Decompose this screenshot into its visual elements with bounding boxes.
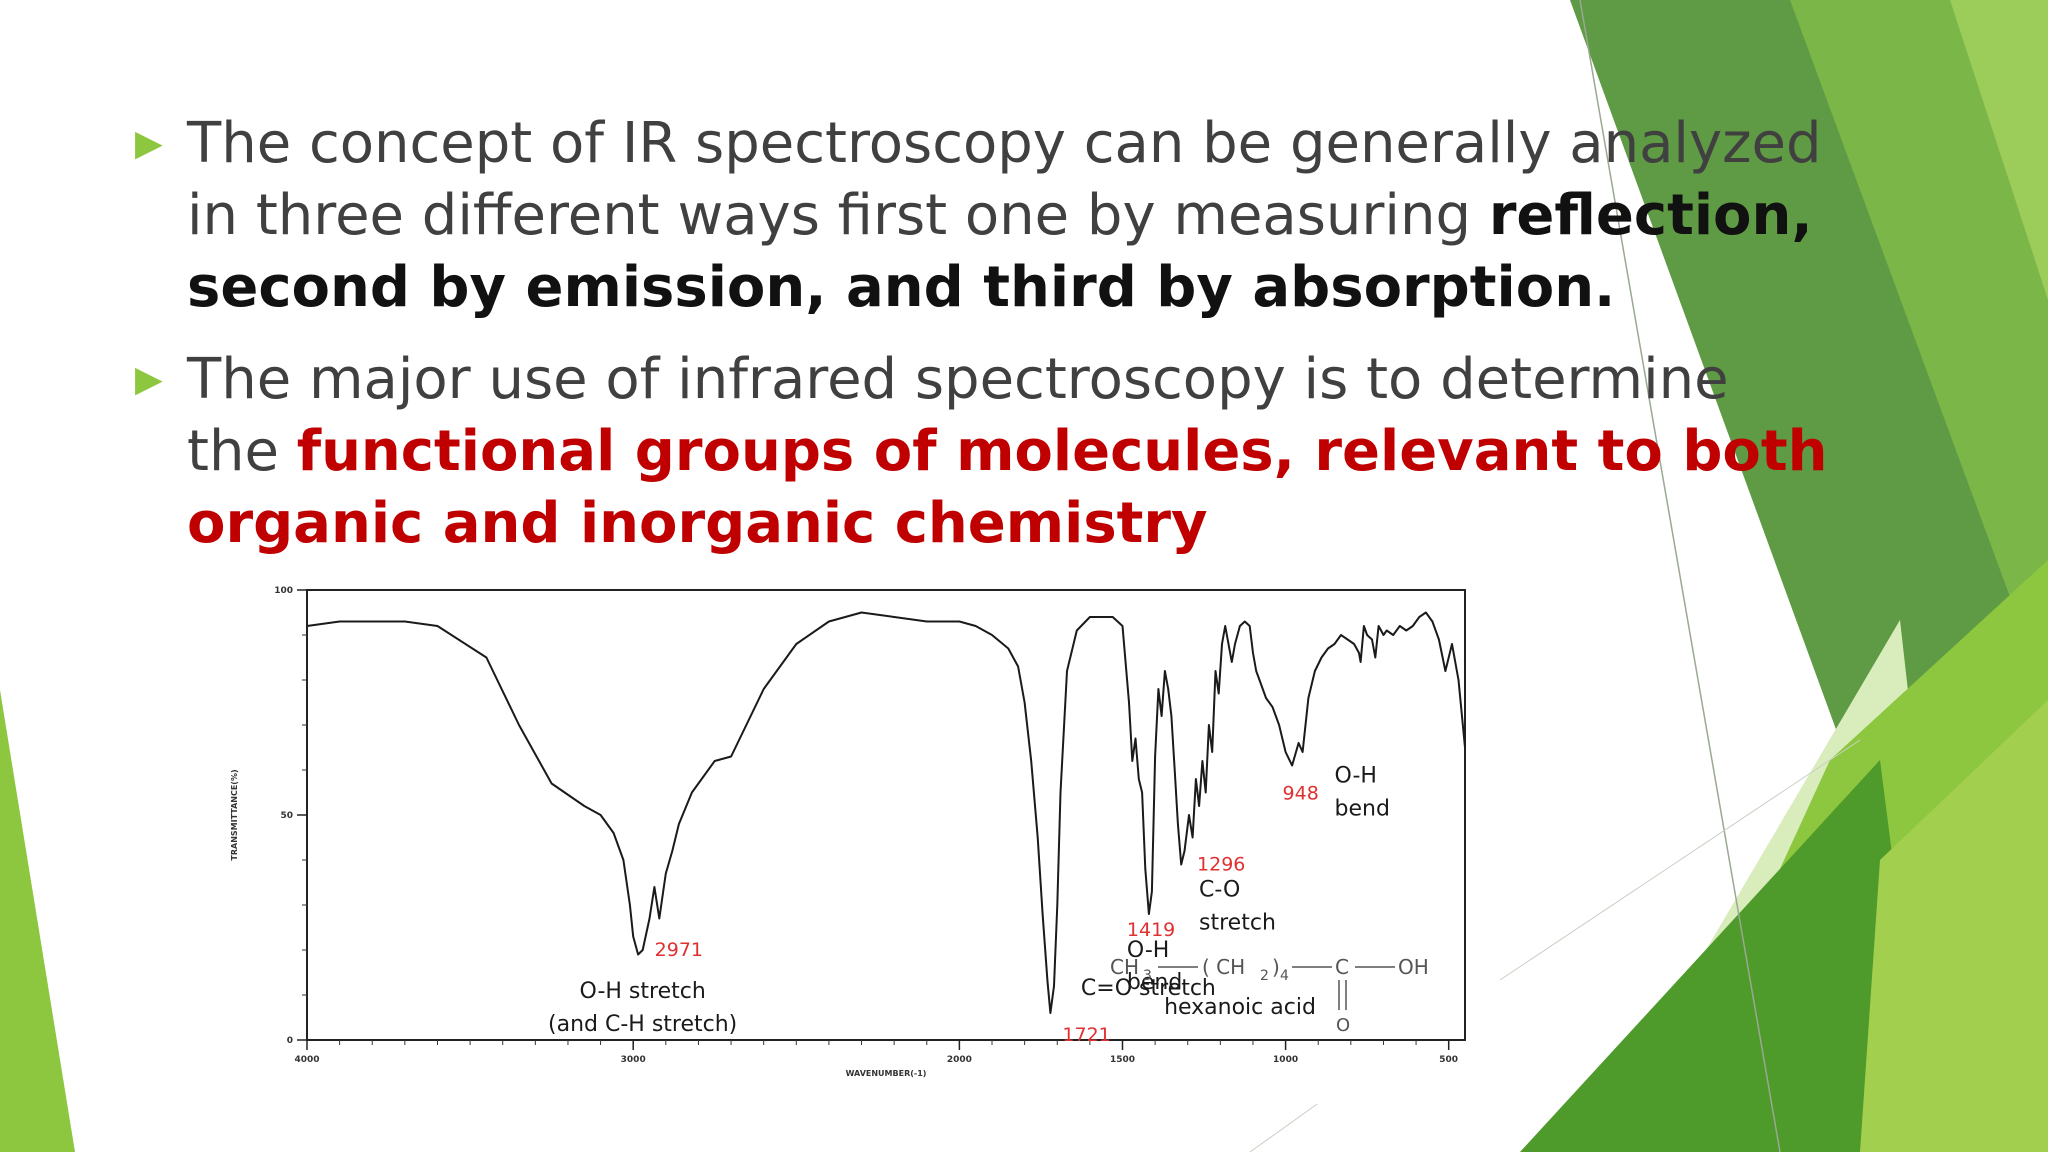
bullet-2-text: The major use of infrared spectroscopy i… — [187, 347, 1729, 484]
y-tick-label: 100 — [274, 586, 293, 596]
peak-description-label: stretch — [1199, 911, 1276, 936]
ir-spectrum-figure: 4000 3000 2000 1500 1000 500 100 50 0 WAVENUMBER(… — [210, 556, 1500, 1104]
x-tick-label: 1500 — [1110, 1055, 1135, 1065]
decor-shape-dark-bottom — [1520, 760, 1930, 1152]
molecule-oxygen: O — [1336, 1015, 1350, 1036]
molecule-ch2: ( CH — [1202, 955, 1245, 979]
x-tick-label: 3000 — [621, 1055, 646, 1065]
decor-triangle-left — [0, 690, 75, 1152]
decor-thin-line-2 — [1499, 739, 1861, 981]
peak-description-label: O-H — [1127, 938, 1169, 963]
ir-spectrum-chart: 4000 3000 2000 1500 1000 500100500WAVENUMBER(… — [230, 586, 1466, 1078]
molecule-sub4: 4 — [1280, 968, 1289, 984]
peak-description-label: bend — [1335, 797, 1390, 822]
peak-description-label: O-H — [1335, 764, 1377, 789]
molecule-oh: OH — [1398, 955, 1429, 979]
plot-frame — [306, 589, 1466, 1041]
bullet-list: ▶ The concept of IR spectroscopy can be … — [135, 108, 1835, 560]
decor-shape-yellow-green — [1860, 700, 2048, 1152]
bullet-arrow-icon: ▶ — [135, 123, 163, 164]
bullet-item-1: ▶ The concept of IR spectroscopy can be … — [135, 108, 1835, 324]
bullet-item-2: ▶ The major use of infrared spectroscopy… — [135, 344, 1835, 560]
bullet-arrow-icon: ▶ — [135, 359, 163, 400]
peak-description-label: C-O — [1199, 878, 1240, 903]
peak-description-label: (and C-H stretch) — [548, 1012, 737, 1037]
peak-value-label: 948 — [1283, 783, 1319, 805]
decor-shape-mid-green — [1790, 0, 2048, 700]
x-axis-label: WAVENUMBER(-1) — [846, 1069, 927, 1078]
x-tick-label: 2000 — [947, 1055, 972, 1065]
x-tick-label: 1000 — [1273, 1055, 1298, 1065]
peak-value-label: 2971 — [655, 939, 703, 961]
decor-shape-light-green — [1950, 0, 2048, 300]
molecule-ch3: CH — [1110, 955, 1139, 979]
bullet-2-red-text: functional groups of molecules, relevant… — [187, 419, 1828, 556]
peak-description-label: bend — [1127, 970, 1182, 995]
peak-description-label: C=O stretch — [1081, 976, 1216, 1001]
x-tick-label: 4000 — [294, 1055, 319, 1065]
spectrum-line — [306, 611, 1466, 1014]
peak-value-label: 1296 — [1197, 854, 1245, 876]
peak-value-label: 1419 — [1127, 919, 1175, 941]
y-axis-label: TRANSMITTANCE(%) — [230, 769, 239, 860]
molecule-carbon: C — [1335, 955, 1349, 979]
decor-thin-line — [1579, 0, 1781, 1152]
peak-description-label: O-H stretch — [580, 979, 706, 1004]
bullet-1-bold-text: reflection, second by emission, and thir… — [187, 183, 1813, 320]
bullet-1-text: The concept of IR spectroscopy can be ge… — [187, 111, 1822, 248]
molecule-sub2: 2 — [1260, 968, 1269, 984]
peak-value-label: 1721 — [1062, 1024, 1110, 1046]
x-tick-label: 500 — [1439, 1055, 1458, 1065]
molecule-paren: ) — [1272, 955, 1280, 979]
molecule-name: hexanoic acid — [1164, 995, 1316, 1020]
decor-thin-line-3 — [1249, 1101, 1321, 1152]
y-tick-label: 0 — [287, 1036, 293, 1046]
molecule-sub3: 3 — [1143, 968, 1152, 984]
y-tick-label: 50 — [280, 811, 293, 821]
